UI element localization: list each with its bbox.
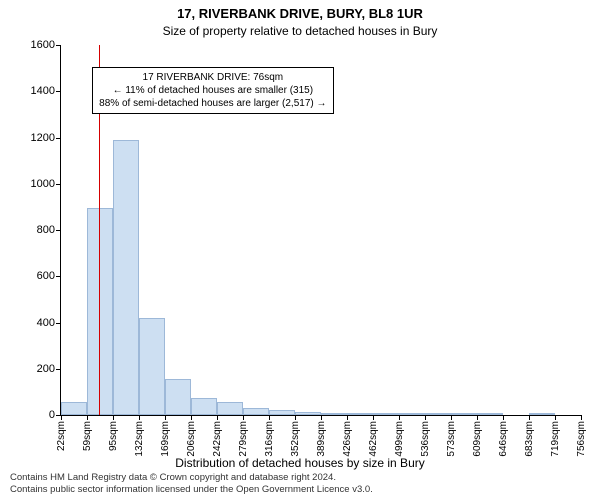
- x-tick-mark: [451, 415, 452, 420]
- x-tick-label: 242sqm: [212, 421, 223, 457]
- x-tick-label: 22sqm: [56, 421, 67, 451]
- x-tick-label: 462sqm: [368, 421, 379, 457]
- x-tick-mark: [243, 415, 244, 420]
- y-tick-label: 400: [17, 317, 55, 329]
- histogram-bar: [295, 412, 321, 415]
- histogram-bar: [165, 379, 191, 415]
- x-tick-mark: [373, 415, 374, 420]
- x-tick-label: 352sqm: [290, 421, 301, 457]
- x-tick-mark: [347, 415, 348, 420]
- x-tick-label: 316sqm: [264, 421, 275, 457]
- histogram-bar: [191, 398, 217, 415]
- y-tick-label: 1200: [17, 132, 55, 144]
- x-tick-mark: [425, 415, 426, 420]
- x-tick-label: 683sqm: [524, 421, 535, 457]
- x-tick-label: 132sqm: [134, 421, 145, 457]
- y-tick-label: 200: [17, 363, 55, 375]
- y-tick-label: 600: [17, 270, 55, 282]
- x-tick-label: 95sqm: [108, 421, 119, 451]
- x-tick-mark: [269, 415, 270, 420]
- chart-title-main: 17, RIVERBANK DRIVE, BURY, BL8 1UR: [0, 6, 600, 21]
- y-tick-label: 0: [17, 409, 55, 421]
- x-tick-label: 756sqm: [576, 421, 587, 457]
- footnote-line2: Contains public sector information licen…: [10, 484, 590, 496]
- histogram-bar: [139, 318, 165, 415]
- x-tick-mark: [503, 415, 504, 420]
- histogram-bar: [113, 140, 139, 415]
- histogram-bar: [529, 413, 555, 415]
- chart-container: 17, RIVERBANK DRIVE, BURY, BL8 1UR Size …: [0, 0, 600, 500]
- x-tick-label: 536sqm: [420, 421, 431, 457]
- x-tick-mark: [191, 415, 192, 420]
- x-tick-mark: [477, 415, 478, 420]
- x-tick-mark: [139, 415, 140, 420]
- x-tick-mark: [321, 415, 322, 420]
- y-tick-mark: [56, 138, 61, 139]
- x-tick-label: 206sqm: [186, 421, 197, 457]
- x-tick-mark: [87, 415, 88, 420]
- y-tick-label: 1400: [17, 85, 55, 97]
- y-tick-label: 1000: [17, 178, 55, 190]
- y-tick-label: 1600: [17, 39, 55, 51]
- y-tick-mark: [56, 45, 61, 46]
- x-tick-mark: [529, 415, 530, 420]
- x-tick-label: 279sqm: [238, 421, 249, 457]
- footnote-line1: Contains HM Land Registry data © Crown c…: [10, 472, 590, 484]
- x-tick-mark: [217, 415, 218, 420]
- annotation-line: 17 RIVERBANK DRIVE: 76sqm: [99, 71, 326, 84]
- histogram-bar: [425, 413, 451, 415]
- x-tick-label: 499sqm: [394, 421, 405, 457]
- y-tick-mark: [56, 91, 61, 92]
- y-tick-label: 800: [17, 224, 55, 236]
- annotation-line: 88% of semi-detached houses are larger (…: [99, 97, 326, 110]
- x-tick-label: 646sqm: [498, 421, 509, 457]
- histogram-bar: [399, 413, 425, 415]
- histogram-bar: [477, 413, 503, 415]
- histogram-bar: [347, 413, 373, 415]
- annotation-line: ← 11% of detached houses are smaller (31…: [99, 84, 326, 97]
- histogram-bar: [269, 410, 295, 415]
- x-tick-label: 59sqm: [82, 421, 93, 451]
- x-tick-label: 573sqm: [446, 421, 457, 457]
- annotation-box: 17 RIVERBANK DRIVE: 76sqm← 11% of detach…: [92, 67, 333, 114]
- x-tick-mark: [295, 415, 296, 420]
- histogram-bar: [217, 402, 243, 415]
- y-tick-mark: [56, 184, 61, 185]
- x-tick-mark: [165, 415, 166, 420]
- x-tick-label: 389sqm: [316, 421, 327, 457]
- y-tick-mark: [56, 276, 61, 277]
- histogram-bar: [321, 413, 347, 415]
- y-tick-mark: [56, 230, 61, 231]
- histogram-plot: 0200400600800100012001400160022sqm59sqm9…: [60, 45, 581, 416]
- x-tick-mark: [113, 415, 114, 420]
- x-tick-mark: [399, 415, 400, 420]
- chart-title-sub: Size of property relative to detached ho…: [0, 24, 600, 38]
- x-tick-label: 719sqm: [550, 421, 561, 457]
- x-tick-label: 609sqm: [472, 421, 483, 457]
- y-tick-mark: [56, 369, 61, 370]
- footnote: Contains HM Land Registry data © Crown c…: [10, 472, 590, 496]
- x-tick-mark: [581, 415, 582, 420]
- histogram-bar: [243, 408, 269, 415]
- y-tick-mark: [56, 323, 61, 324]
- histogram-bar: [451, 413, 477, 415]
- histogram-bar: [61, 402, 87, 415]
- x-axis-label: Distribution of detached houses by size …: [0, 456, 600, 470]
- x-tick-mark: [555, 415, 556, 420]
- x-tick-label: 426sqm: [342, 421, 353, 457]
- histogram-bar: [373, 413, 399, 415]
- x-tick-mark: [61, 415, 62, 420]
- x-tick-label: 169sqm: [160, 421, 171, 457]
